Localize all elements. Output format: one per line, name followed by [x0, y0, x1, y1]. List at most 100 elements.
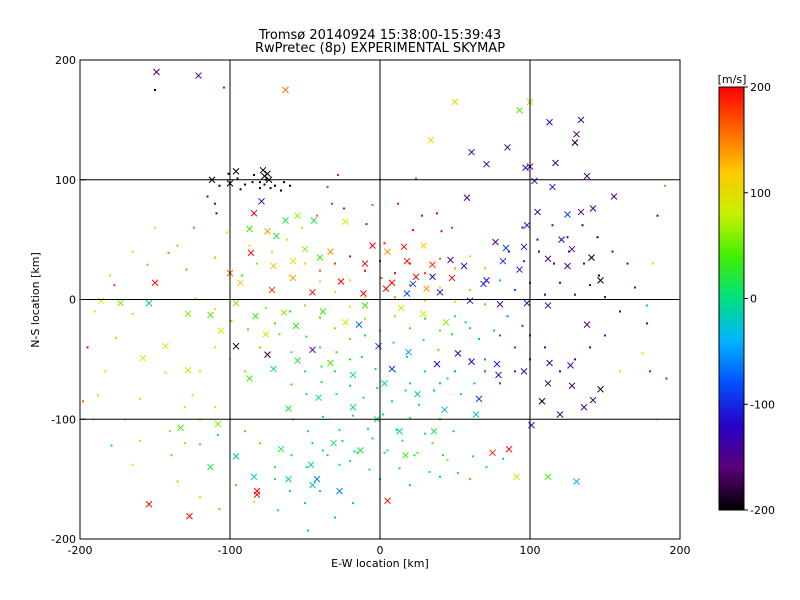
dot-marker [139, 439, 141, 442]
cross-marker [246, 375, 253, 382]
cross-marker [564, 211, 571, 218]
dot-marker [499, 382, 501, 385]
cross-marker [355, 321, 363, 329]
cross-marker [349, 403, 357, 411]
dot-marker [199, 443, 201, 446]
cross-marker [523, 221, 531, 229]
dot-marker [176, 244, 179, 247]
cross-marker [460, 262, 468, 270]
cross-marker [544, 302, 552, 309]
cross-marker [273, 232, 280, 240]
dot-marker [319, 346, 321, 349]
cross-marker [400, 243, 408, 251]
dot-marker [598, 274, 600, 277]
dot-marker [521, 226, 524, 229]
dot-marker [214, 202, 216, 205]
dot-marker [394, 370, 396, 373]
cross-marker [264, 170, 271, 178]
dot-marker [523, 260, 525, 263]
dot-marker [424, 317, 426, 320]
cross-marker [402, 451, 409, 459]
dot-marker [409, 484, 411, 487]
cross-marker [285, 405, 292, 412]
dot-marker [215, 212, 218, 215]
cross-marker [571, 139, 579, 146]
cross-marker [544, 473, 552, 481]
dot-marker [649, 370, 651, 373]
dot-marker [241, 274, 243, 277]
dot-marker [223, 86, 225, 89]
cross-marker [327, 359, 334, 367]
x-tick-label: 200 [670, 544, 691, 557]
dot-marker [194, 297, 197, 300]
cross-marker [270, 262, 277, 270]
dot-marker [338, 429, 341, 432]
cross-marker [232, 453, 240, 460]
dot-marker [311, 442, 314, 445]
cross-marker [499, 257, 507, 265]
dot-marker [404, 389, 407, 392]
dot-marker [131, 463, 134, 466]
dot-marker [349, 305, 351, 308]
colorbar-tick-label: -100 [750, 398, 775, 411]
dot-marker [331, 202, 333, 205]
cross-marker [493, 360, 501, 368]
dot-marker [619, 310, 621, 313]
dot-marker [304, 304, 306, 307]
dot-marker [493, 329, 495, 332]
dot-marker [244, 183, 246, 186]
dot-marker [484, 358, 486, 361]
dot-marker [469, 288, 471, 291]
dot-marker [401, 439, 404, 442]
dot-marker [349, 255, 351, 258]
colorbar-tick-label: 100 [750, 187, 771, 200]
dot-marker [349, 358, 351, 361]
dot-marker [115, 336, 117, 339]
colorbar-label: [m/s] [718, 73, 747, 86]
cross-marker [282, 217, 289, 224]
dot-marker [551, 224, 554, 227]
dot-marker [469, 255, 471, 258]
cross-marker [403, 290, 411, 297]
x-tick-label: 0 [377, 544, 384, 557]
cross-marker [315, 394, 322, 402]
dot-marker [286, 238, 288, 241]
cross-marker [544, 379, 552, 387]
cross-marker [442, 318, 450, 326]
dot-marker [362, 396, 365, 399]
cross-marker [534, 208, 541, 216]
dot-marker [383, 242, 386, 245]
dot-marker [409, 327, 411, 330]
dot-marker [334, 262, 336, 265]
dot-marker [214, 346, 216, 349]
cross-marker [337, 278, 345, 285]
dot-marker [199, 496, 201, 499]
x-tick-label: -100 [218, 544, 243, 557]
cross-marker [420, 310, 427, 318]
dot-marker [176, 480, 179, 483]
cross-marker [186, 512, 193, 520]
dot-marker [394, 315, 396, 318]
cross-marker [454, 350, 462, 357]
dot-marker [365, 223, 368, 226]
dot-marker [259, 181, 261, 184]
dot-marker [247, 328, 249, 331]
cross-marker [589, 396, 597, 404]
dot-marker [472, 455, 474, 458]
dot-marker [226, 231, 228, 234]
cross-marker [441, 406, 448, 414]
cross-marker [301, 245, 309, 253]
dot-marker [304, 370, 306, 373]
cross-marker [258, 197, 265, 205]
cross-marker [610, 193, 618, 200]
dot-marker [341, 439, 344, 442]
dot-marker [214, 406, 216, 409]
dot-marker [454, 300, 456, 303]
cross-marker [264, 351, 271, 358]
cross-marker [472, 411, 480, 418]
dot-marker [451, 333, 453, 336]
dot-marker [305, 466, 308, 469]
cross-marker [597, 385, 604, 393]
dot-marker [559, 370, 561, 373]
dot-marker [86, 346, 89, 349]
